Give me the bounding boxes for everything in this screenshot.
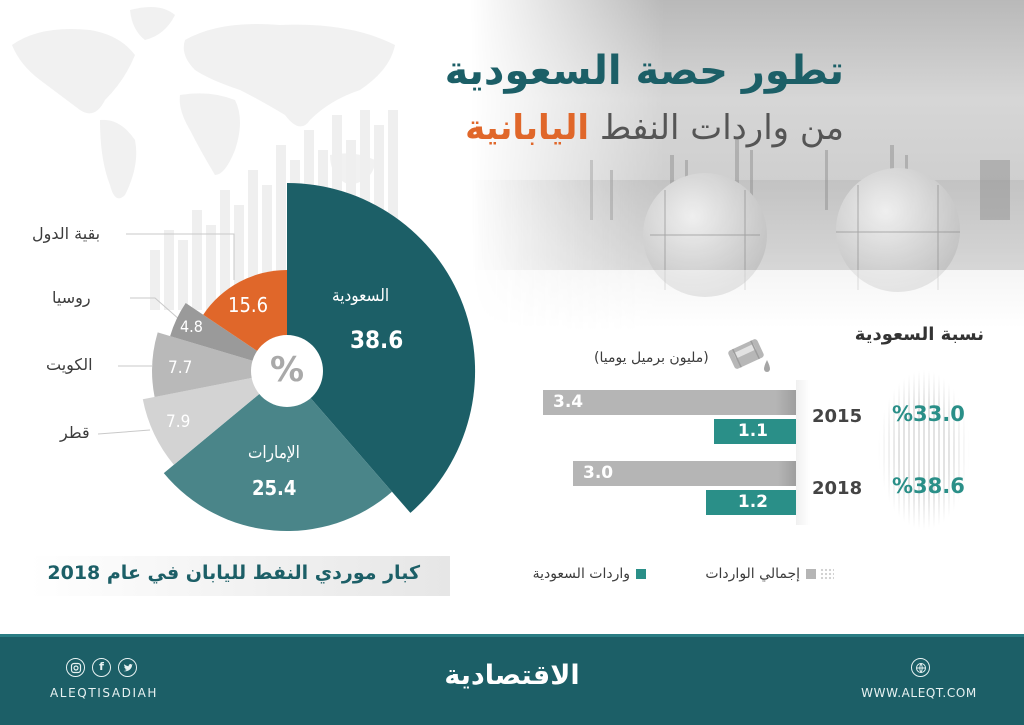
facebook-icon[interactable]: f bbox=[92, 658, 111, 677]
saudi-ratio-2018: %38.6 bbox=[892, 474, 965, 498]
country-label-kuwait: الكويت bbox=[46, 355, 93, 374]
pie-slice-saudi bbox=[287, 182, 476, 513]
world-map-background bbox=[12, 6, 395, 199]
slice-value-rest: 15.6 bbox=[228, 293, 269, 317]
legend-swatch-total bbox=[806, 569, 816, 579]
bar-saudi-2015: 1.1 bbox=[714, 419, 796, 444]
pie-slice-uae bbox=[163, 371, 392, 532]
slice-value-qatar: 7.9 bbox=[166, 412, 191, 432]
caption-band bbox=[30, 556, 450, 596]
page-subtitle: من واردات النفط اليابانية bbox=[465, 108, 844, 148]
slice-value-kuwait: 7.7 bbox=[168, 358, 193, 378]
legend-decoration bbox=[820, 568, 834, 580]
ratio-striped-background bbox=[878, 370, 970, 530]
pie-center-hole bbox=[251, 335, 323, 407]
legend-item-saudi: واردات السعودية bbox=[533, 564, 646, 584]
saudi-ratio-title: نسبة السعودية bbox=[854, 324, 984, 345]
bar-total-2015: 3.4 bbox=[543, 390, 796, 415]
unit-label: (مليون برميل يوميا) bbox=[594, 350, 709, 366]
bar-total-2018: 3.0 bbox=[573, 461, 796, 486]
pie-slice-kuwait bbox=[152, 332, 287, 397]
legend-swatch-saudi bbox=[636, 569, 646, 579]
country-label-qatar: قطر bbox=[60, 423, 90, 442]
country-label-rest: بقية الدول bbox=[32, 224, 101, 243]
footer-website-link[interactable]: WWW.ALEQT.COM bbox=[861, 686, 977, 700]
brand-logo: الاقتصادية bbox=[444, 660, 580, 691]
slice-label-saudi: السعودية bbox=[332, 286, 390, 306]
year-label-2015: 2015 bbox=[812, 406, 863, 427]
legend-label-saudi: واردات السعودية bbox=[532, 566, 630, 582]
page-title: تطور حصة السعودية bbox=[444, 48, 844, 94]
oil-barrel-icon bbox=[728, 339, 770, 372]
country-label-russia: روسيا bbox=[52, 288, 91, 307]
leader-line-qatar bbox=[97, 429, 151, 435]
refinery-silhouette bbox=[470, 140, 1024, 330]
subtitle-prefix: من واردات النفط bbox=[599, 108, 844, 148]
bar-axis-shadow bbox=[796, 380, 810, 525]
legend-item-total: إجمالي الواردات bbox=[705, 564, 816, 584]
instagram-icon[interactable] bbox=[66, 658, 85, 677]
slice-value-uae: 25.4 bbox=[252, 476, 297, 500]
leader-line-russia bbox=[130, 297, 181, 321]
saudi-ratio-2015: %33.0 bbox=[892, 402, 965, 426]
slice-value-saudi: 38.6 bbox=[350, 326, 404, 354]
footer-bar bbox=[0, 634, 1024, 725]
bar-saudi-2018: 1.2 bbox=[706, 490, 796, 515]
twitter-icon[interactable] bbox=[118, 658, 137, 677]
globe-icon[interactable] bbox=[911, 658, 930, 677]
year-label-2018: 2018 bbox=[812, 478, 863, 499]
pie-chart-caption: كبار موردي النفط لليابان في عام 2018 bbox=[47, 562, 420, 584]
percent-sign: % bbox=[269, 350, 305, 390]
footer-handle[interactable]: ALEQTISADIAH bbox=[50, 686, 159, 700]
legend-label-total: إجمالي الواردات bbox=[705, 566, 800, 582]
slice-value-russia: 4.8 bbox=[180, 317, 203, 336]
slice-label-uae: الإمارات bbox=[248, 443, 300, 463]
pie-slice-qatar bbox=[142, 371, 287, 465]
leader-line-rest bbox=[126, 233, 235, 280]
subtitle-accent: اليابانية bbox=[465, 108, 590, 148]
